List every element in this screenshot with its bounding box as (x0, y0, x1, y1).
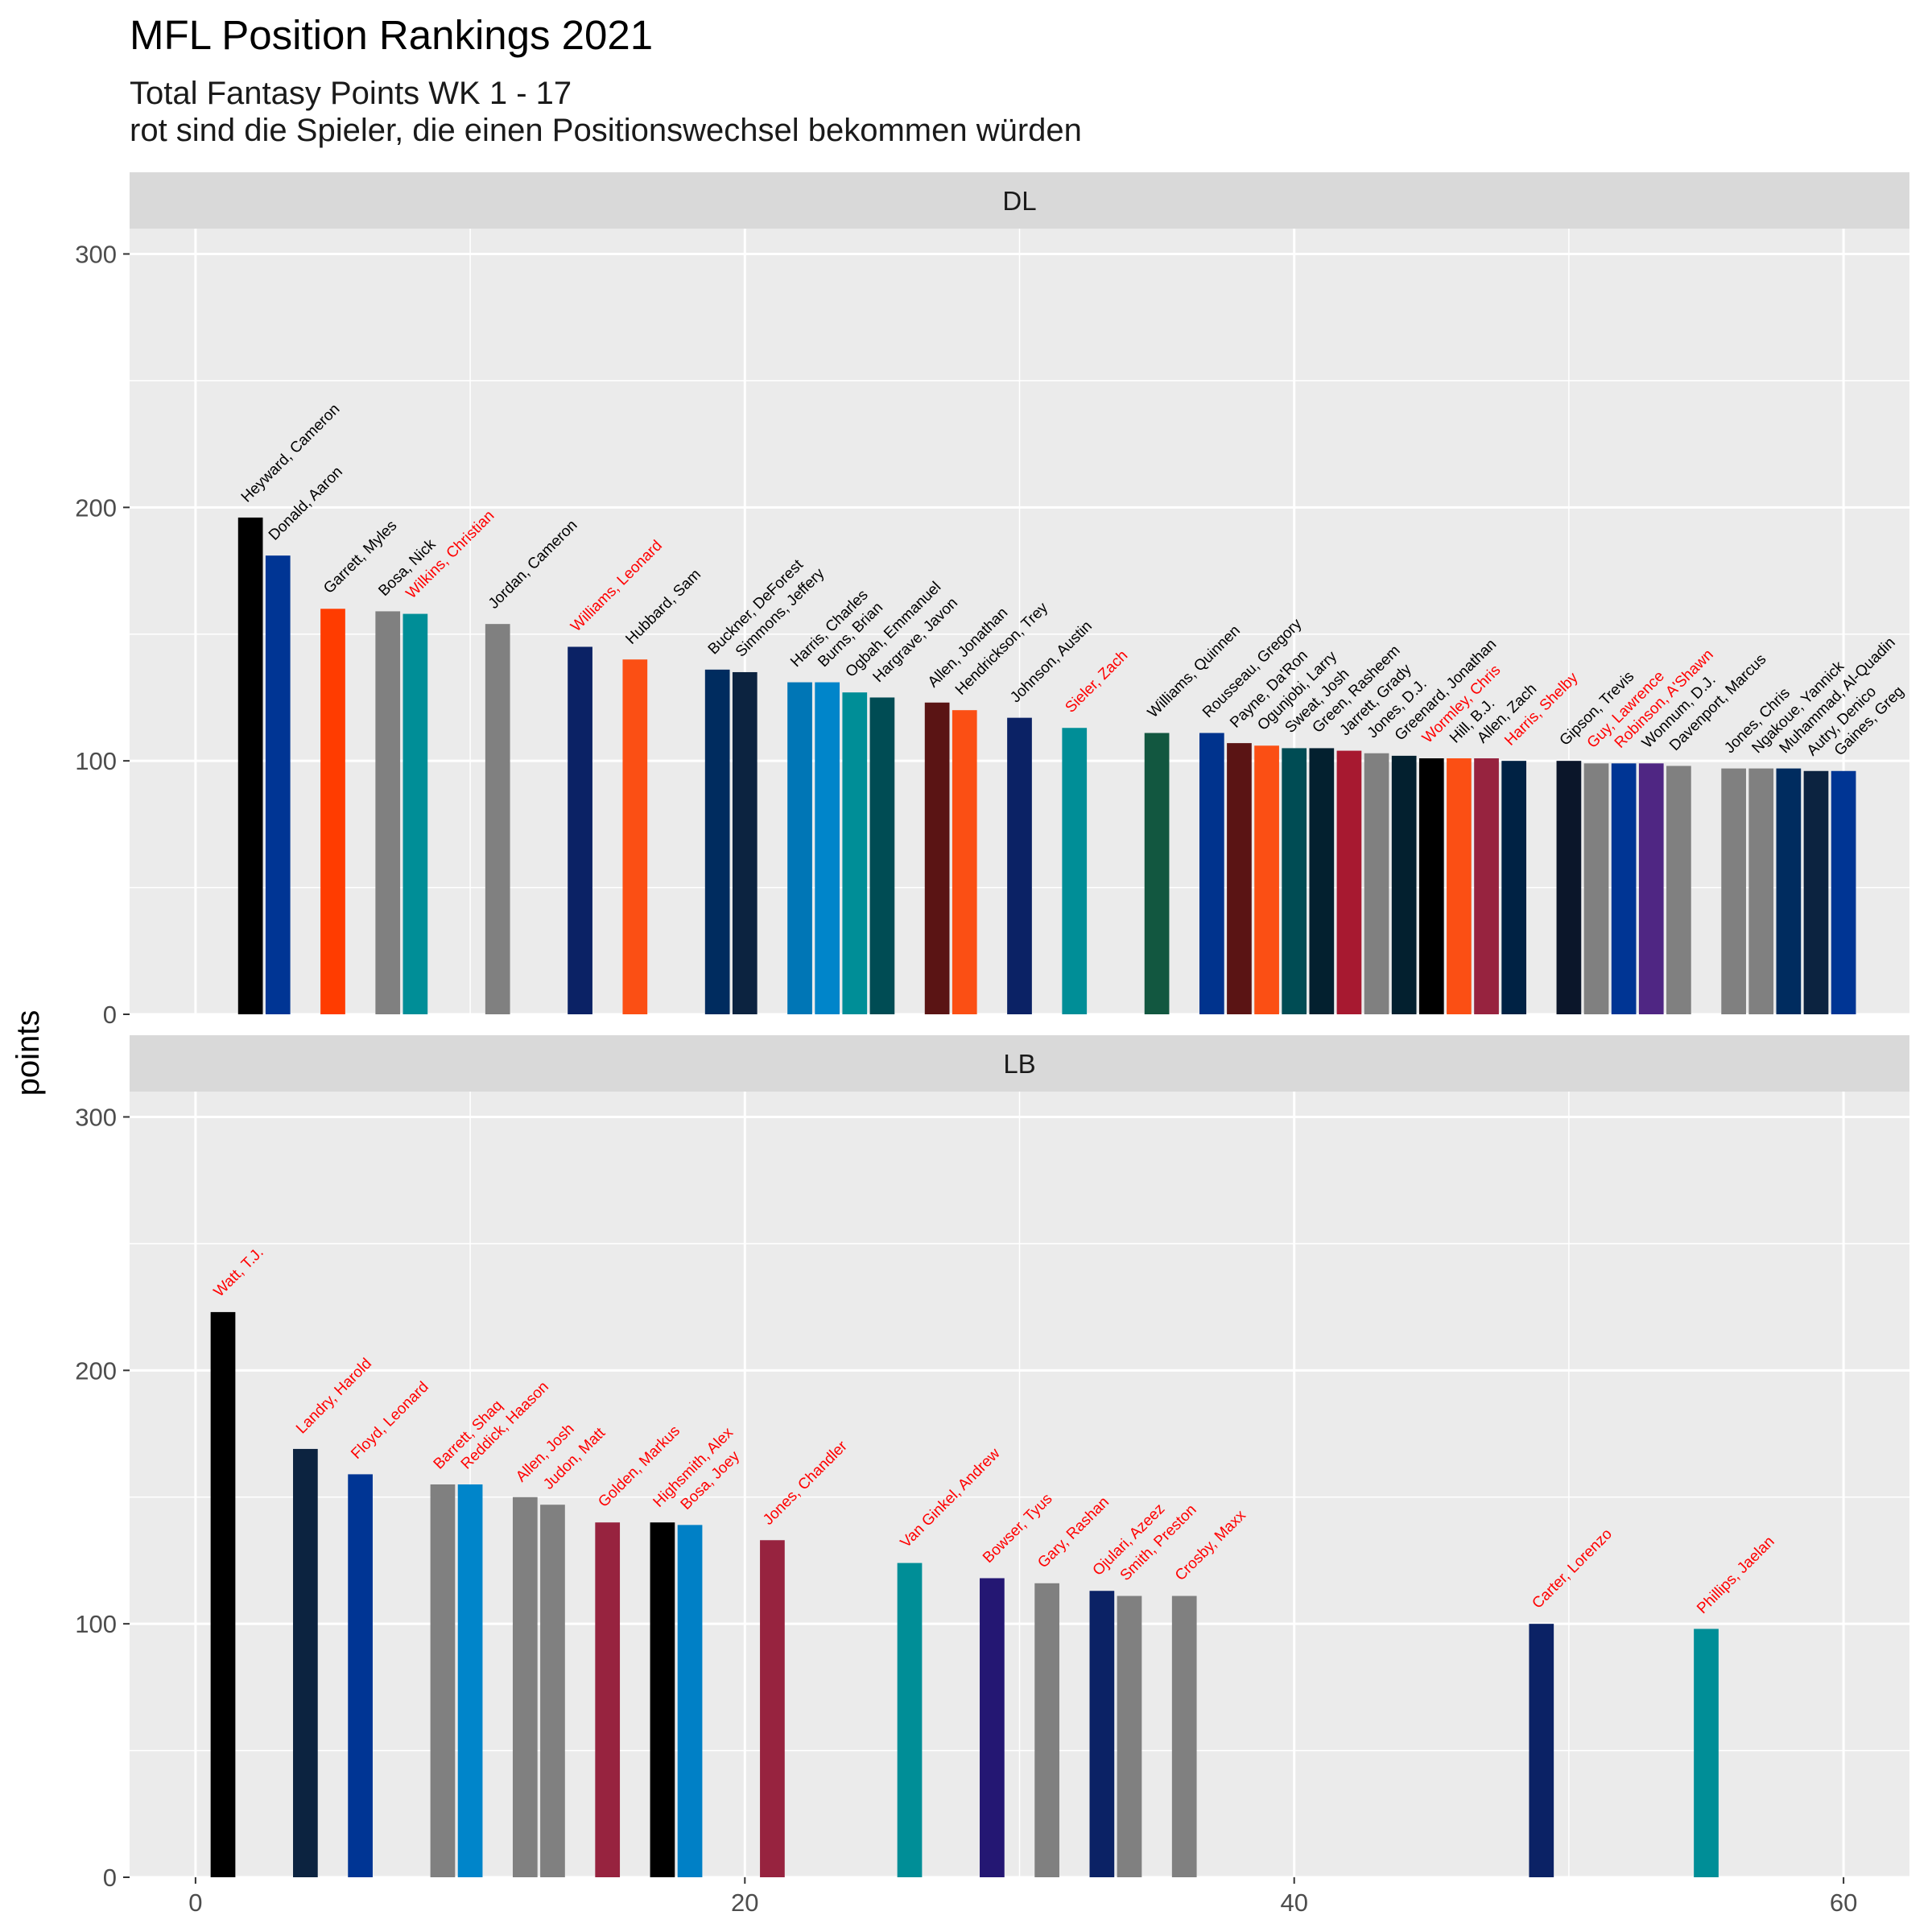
bar-lb-allen-josh (512, 1496, 538, 1877)
bar-dl-sieler-zach (1062, 728, 1088, 1014)
bar-lb-judon-matt (540, 1505, 565, 1877)
y-tick-label-dl: 100 (75, 747, 117, 775)
bar-dl-heyward-cameron (237, 517, 263, 1014)
y-tick-label-lb: 300 (75, 1103, 117, 1131)
chart-title: MFL Position Rankings 2021 (130, 12, 654, 58)
bar-dl-hill-b-j (1447, 758, 1472, 1014)
y-tick-label-dl: 0 (103, 1001, 117, 1029)
bar-dl-wormley-chris (1418, 758, 1444, 1014)
y-tick-label-lb: 0 (103, 1864, 117, 1892)
bar-lb-golden-markus (595, 1522, 621, 1877)
bar-dl-jordan-cameron (485, 624, 510, 1014)
bar-dl-wilkins-christian (402, 613, 428, 1014)
x-tick-label: 0 (188, 1889, 202, 1917)
bar-dl-green-rasheem (1309, 748, 1335, 1014)
bar-dl-davenport-marcus (1666, 766, 1691, 1014)
bar-lb-bosa-joey (677, 1525, 703, 1877)
bar-dl-greenard-jonathan (1391, 755, 1417, 1014)
bar-dl-ogbah-emmanuel (842, 692, 868, 1014)
bar-lb-watt-t-j (210, 1311, 236, 1877)
bar-dl-gaines-greg (1831, 770, 1856, 1014)
y-axis-title: points (10, 1010, 46, 1096)
bar-dl-rousseau-gregory (1199, 733, 1224, 1014)
x-tick-label: 40 (1280, 1889, 1307, 1917)
bar-lb-jones-chandler (760, 1540, 785, 1877)
facet-strip-label-lb: LB (1003, 1049, 1035, 1079)
bar-lb-ojulari-azeez (1089, 1591, 1115, 1877)
bar-dl-robinson-a-shawn (1611, 763, 1637, 1014)
bar-dl-donald-aaron (265, 555, 291, 1014)
bar-lb-phillips-jaelan (1694, 1629, 1719, 1877)
bar-lb-crosby-maxx (1171, 1596, 1197, 1877)
bar-lb-carter-lorenzo (1529, 1624, 1554, 1877)
x-tick-label: 60 (1830, 1889, 1857, 1917)
bar-dl-allen-zach (1474, 758, 1499, 1014)
facet-strip-lb (130, 1035, 1909, 1092)
bar-dl-jarrett-grady (1336, 750, 1362, 1014)
facet-strip-dl (130, 172, 1909, 229)
bar-dl-burns-brian (815, 682, 840, 1014)
bar-dl-wonnum-d-j (1638, 763, 1664, 1014)
bar-lb-smith-preston (1117, 1596, 1142, 1877)
bar-lb-van-ginkel-andrew (897, 1563, 923, 1877)
bar-dl-jones-chris (1721, 768, 1746, 1014)
bar-dl-guy-lawrence (1583, 763, 1609, 1014)
bar-lb-reddick-haason (457, 1484, 483, 1877)
bar-dl-ngakoue-yannick (1748, 768, 1774, 1014)
bar-dl-williams-leonard (568, 646, 592, 1014)
bar-dl-allen-jonathan (924, 702, 950, 1014)
bar-dl-harris-shelby (1501, 761, 1527, 1014)
bar-dl-johnson-austin (1007, 717, 1032, 1014)
bar-lb-gary-rashan (1034, 1583, 1059, 1877)
bar-dl-payne-da-ron (1227, 743, 1252, 1014)
y-tick-label-lb: 200 (75, 1356, 117, 1385)
bar-dl-simmons-jeffery (732, 671, 758, 1014)
bar-lb-bowser-tyus (980, 1578, 1005, 1877)
y-tick-label-dl: 200 (75, 493, 117, 522)
bar-dl-ogunjobi-larry (1254, 745, 1279, 1014)
bar-lb-highsmith-alex (650, 1522, 675, 1877)
y-tick-label-lb: 100 (75, 1610, 117, 1638)
chart-subtitle-line-1: Total Fantasy Points WK 1 - 17 (130, 76, 572, 111)
bar-lb-landry-harold (293, 1448, 318, 1877)
bar-dl-gipson-trevis (1556, 761, 1582, 1014)
bar-dl-autry-denico (1803, 770, 1829, 1014)
bar-dl-harris-charles (787, 682, 812, 1014)
x-tick-label: 20 (731, 1889, 758, 1917)
bar-dl-buckner-deforest (704, 669, 730, 1014)
bar-dl-williams-quinnen (1144, 733, 1170, 1014)
bar-lb-barrett-shaq (430, 1484, 456, 1877)
y-tick-label-dl: 300 (75, 240, 117, 268)
bar-dl-hubbard-sam (622, 659, 648, 1014)
bar-dl-hendrickson-trey (952, 710, 977, 1014)
bar-dl-garrett-myles (320, 609, 345, 1014)
facet-strip-label-dl: DL (1002, 186, 1036, 216)
bar-dl-muhammad-al-quadin (1776, 768, 1802, 1014)
bar-lb-floyd-leonard (348, 1474, 373, 1877)
bar-dl-sweat-josh (1282, 748, 1307, 1014)
bar-dl-bosa-nick (375, 611, 401, 1014)
chart-subtitle-line-2: rot sind die Spieler, die einen Position… (130, 113, 1082, 148)
bar-dl-jones-d-j (1364, 753, 1389, 1014)
bar-dl-hargrave-javon (869, 697, 895, 1014)
